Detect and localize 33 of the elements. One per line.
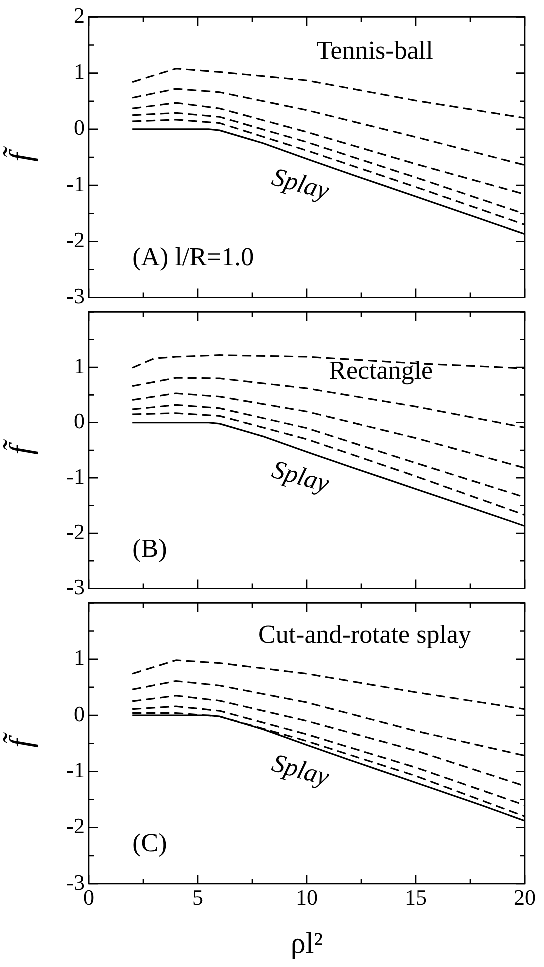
annotation: (C) [132,828,168,858]
text: Splay [269,454,334,498]
y-tick-label: 0 [74,115,85,140]
annotation: Cut-and-rotate splay [258,620,472,650]
x-axis-title: ρl² [290,926,324,960]
y-tick-label: -3 [66,284,85,309]
x-tick-label: 15 [405,884,427,910]
y-tick-label: -3 [66,574,85,600]
y-tick-label: 2 [74,2,85,28]
y-tick-label: 1 [74,353,85,378]
y-tick-label: -1 [66,757,85,782]
y-tick-label: -2 [66,227,85,252]
y-tick-label: 0 [74,408,85,434]
annotation: (B) [132,534,168,563]
text: Splay [269,162,334,206]
text: Splay [269,748,334,792]
y-tick-label: 1 [74,59,85,84]
x-tick-label: 5 [192,884,204,910]
y-tick-label: -2 [66,814,85,839]
y-tick-label: -1 [66,171,85,196]
annotation: Tennis-ball [316,36,434,65]
annotation: (A) l/R=1.0 [132,242,254,272]
y-tick-label: -2 [66,519,85,544]
y-tick-label: 0 [74,701,85,726]
y-axis-title: f̃ [2,146,39,162]
y-tick-label: -3 [66,870,85,895]
y-tick-label: -1 [66,464,85,489]
x-tick-label: 20 [514,884,536,910]
y-tick-label: 1 [74,645,85,670]
x-tick-label: 10 [296,884,318,910]
y-axis-title: f̃ [2,438,39,455]
annotation: Rectangle [329,356,434,386]
y-axis-title: f̃ [2,732,39,748]
